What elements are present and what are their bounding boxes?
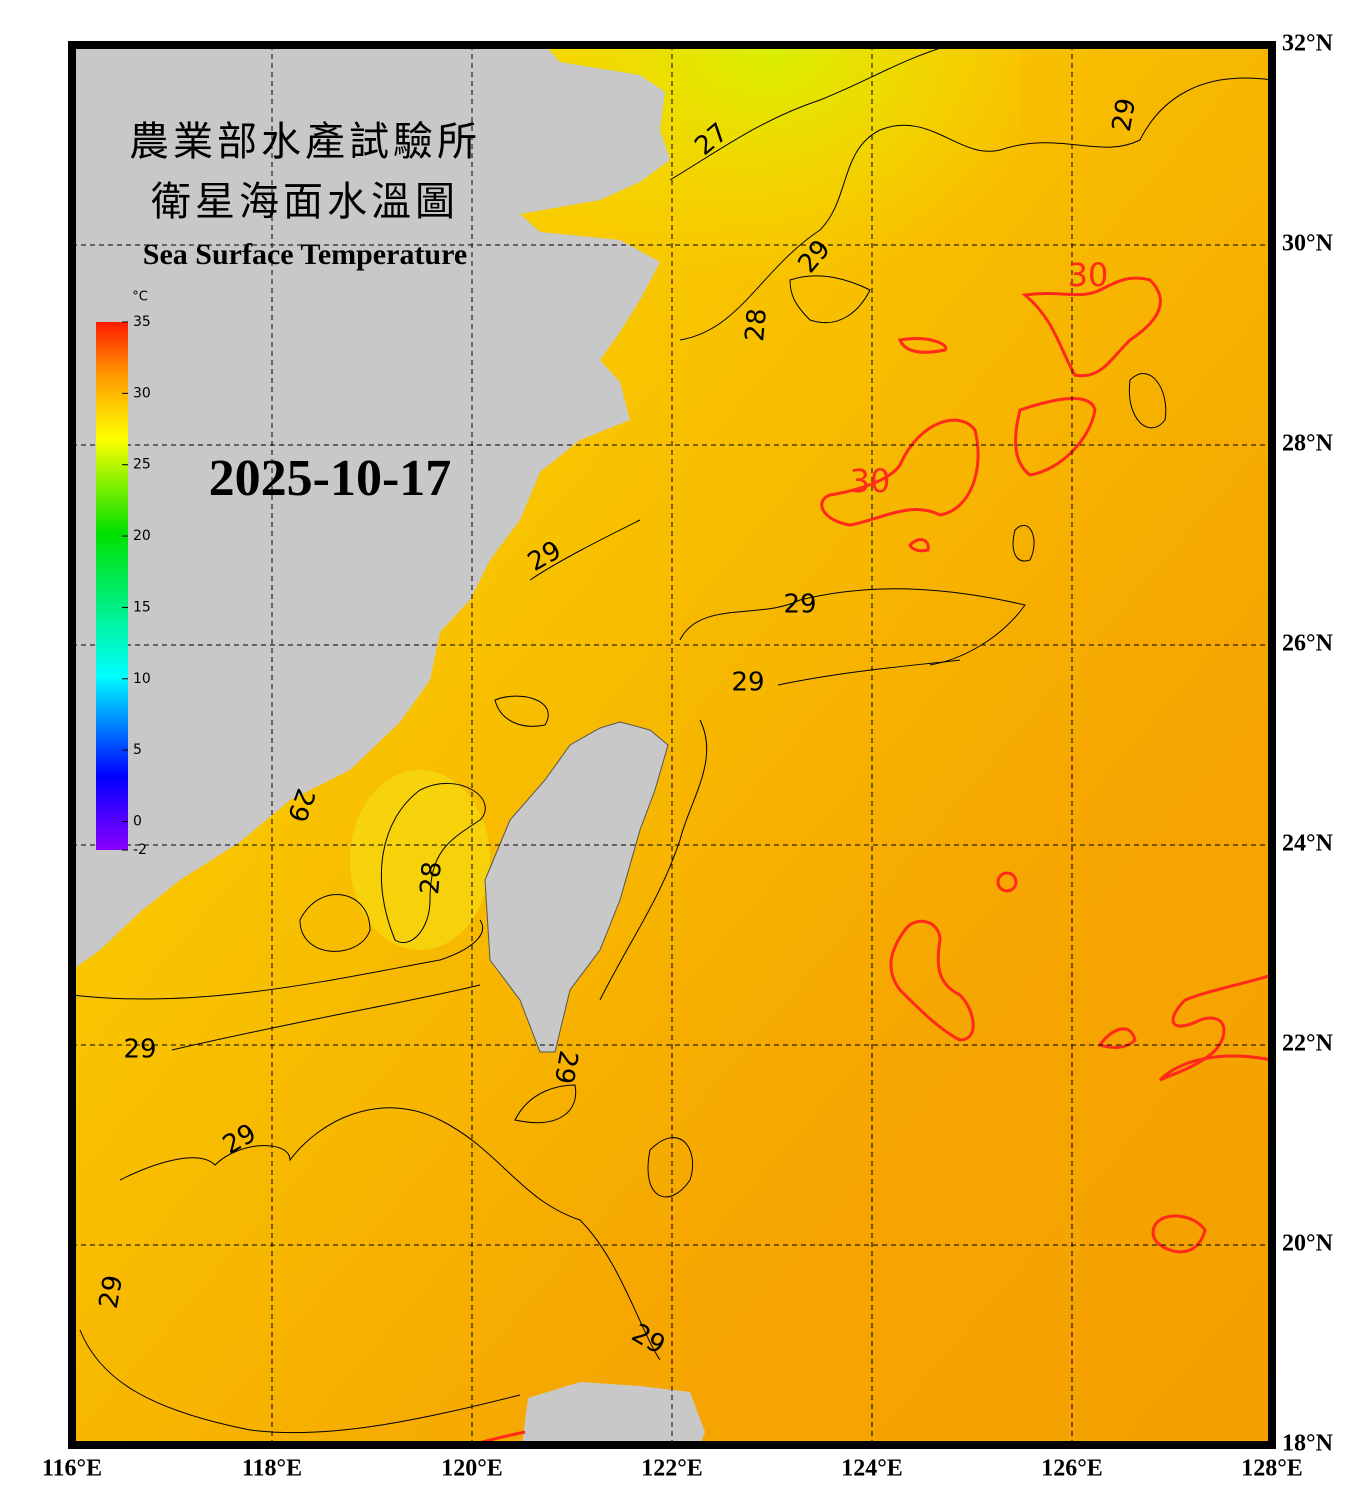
contour-label: 29 [1107,96,1142,134]
land-taiwan [484,721,669,1053]
lat-label: 20°N [1282,1231,1334,1257]
lat-label: 24°N [1282,831,1334,857]
lat-label: 30°N [1282,231,1334,257]
lat-label: 18°N [1282,1431,1334,1457]
colorbar-tick-label: 10 [133,671,151,687]
colorbar [96,322,128,850]
colorbar-tick-label: 25 [133,457,151,473]
colorbar-tick-label: 5 [133,742,142,758]
contour-label: 29 [783,590,816,620]
lon-label: 116°E [42,1456,102,1482]
colorbar-tick-label: 20 [133,528,151,544]
land-china [72,45,670,970]
title-zh: 衛星海面水溫圖 [151,179,459,225]
contour-label: 28 [415,860,448,896]
land-luzon [522,1382,705,1445]
lat-label: 22°N [1282,1031,1334,1057]
contour-label: 29 [548,1048,583,1086]
contour-label: 30 [1068,256,1109,294]
sea-cool [350,770,490,950]
labels: 116°E 118°E 120°E 122°E 124°E 126°E 128°E 32°N 3… [42,31,1334,1482]
lat-label: 32°N [1282,31,1334,57]
lon-label: 118°E [242,1456,302,1482]
lat-label: 26°N [1282,631,1334,657]
contour-label: 30 [850,462,891,500]
contour-label: 29 [731,668,764,698]
lat-label: 28°N [1282,431,1334,457]
colorbar-tick-label: 0 [133,813,142,829]
contour-label: 29 [123,1035,156,1065]
warm-contours [469,276,1272,1445]
colorbar-tick-label: 30 [133,385,151,401]
colorbar-tick-label: 35 [133,314,151,330]
lon-label: 120°E [441,1456,503,1482]
map-frame [68,41,1276,1449]
colorbar-tick-label: -2 [133,842,147,858]
title-zh: 農業部水產試驗所 [129,119,481,165]
colorbar-unit: °C [132,290,148,305]
lon-label: 128°E [1241,1456,1303,1482]
contours [72,45,1272,1434]
date: 2025-10-17 [209,450,452,507]
lon-label: 124°E [841,1456,903,1482]
grid [72,45,1272,1445]
contour-label: 28 [740,307,773,343]
contour-label: 29 [94,1273,129,1311]
subtitle: Sea Surface Temperature [143,238,467,271]
lon-label: 122°E [641,1456,703,1482]
lon-label: 126°E [1041,1456,1103,1482]
colorbar-tick-label: 15 [133,599,151,615]
